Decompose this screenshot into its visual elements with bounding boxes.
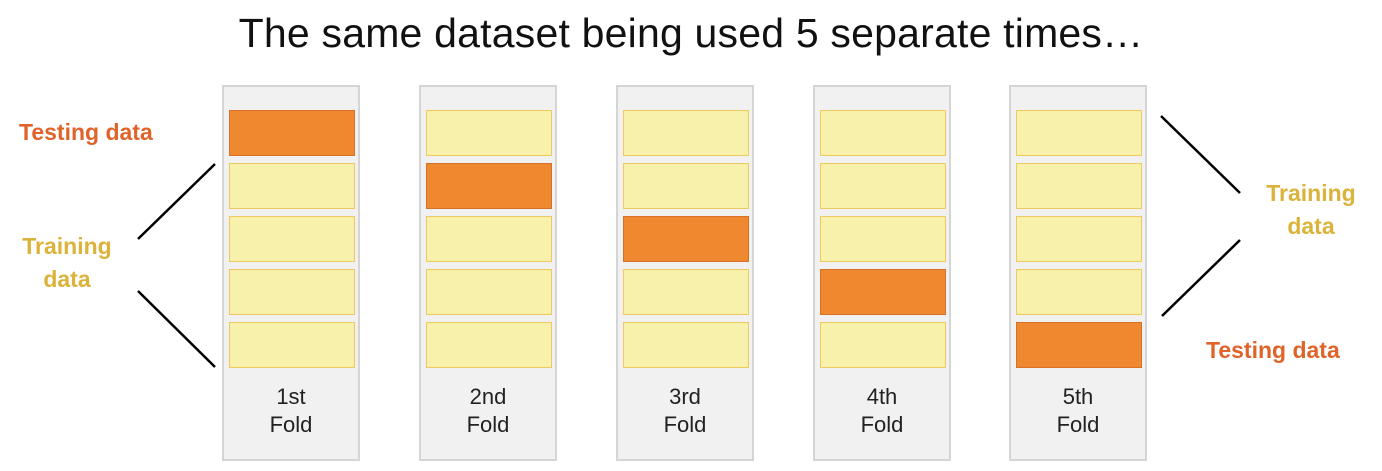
right-training-line2: data: [1287, 213, 1335, 239]
training-data-block: [229, 163, 355, 209]
training-data-block: [229, 322, 355, 368]
fold-panel-5: 5th Fold: [1009, 85, 1147, 461]
training-data-block: [1016, 163, 1142, 209]
training-data-block: [820, 216, 946, 262]
testing-data-block: [623, 216, 749, 262]
training-data-block: [820, 163, 946, 209]
training-data-block: [426, 322, 552, 368]
fold-panel-1: 1st Fold: [222, 85, 360, 461]
right-bracket-upper-line: [1160, 115, 1241, 194]
fold-label: 1st Fold: [224, 383, 358, 439]
fold-label-word: Fold: [1056, 412, 1100, 437]
training-data-block: [426, 216, 552, 262]
training-data-block: [229, 216, 355, 262]
fold-panel-3: 3rd Fold: [616, 85, 754, 461]
fold-label-ordinal: 4th: [866, 384, 898, 409]
fold-label: 3rd Fold: [618, 383, 752, 439]
training-data-block: [1016, 110, 1142, 156]
fold-label: 4th Fold: [815, 383, 949, 439]
fold-label-ordinal: 5th: [1062, 384, 1094, 409]
fold-label-ordinal: 3rd: [669, 384, 701, 409]
training-data-block: [820, 110, 946, 156]
left-bracket-lower-line: [137, 290, 216, 368]
training-data-block: [1016, 269, 1142, 315]
right-testing-label: Testing data: [1206, 337, 1340, 363]
training-data-block: [623, 110, 749, 156]
left-training-line2: data: [43, 266, 91, 292]
training-data-block: [623, 322, 749, 368]
left-training-line1: Training: [22, 233, 112, 259]
fold-label-word: Fold: [860, 412, 904, 437]
fold-label-ordinal: 1st: [276, 384, 306, 409]
left-testing-label: Testing data: [19, 119, 153, 145]
fold-label: 2nd Fold: [421, 383, 555, 439]
testing-data-block: [820, 269, 946, 315]
testing-data-block: [426, 163, 552, 209]
training-data-block: [623, 163, 749, 209]
fold-label-ordinal: 2nd: [469, 384, 507, 409]
testing-data-block: [1016, 322, 1142, 368]
fold-label: 5th Fold: [1011, 383, 1145, 439]
left-training-label: Training data: [12, 230, 122, 296]
right-bracket-lower-line: [1161, 239, 1241, 317]
fold-label-word: Fold: [269, 412, 313, 437]
training-data-block: [623, 269, 749, 315]
fold-panel-4: 4th Fold: [813, 85, 951, 461]
fold-label-word: Fold: [466, 412, 510, 437]
training-data-block: [229, 269, 355, 315]
training-data-block: [820, 322, 946, 368]
right-training-line1: Training: [1266, 180, 1356, 206]
fold-panel-2: 2nd Fold: [419, 85, 557, 461]
testing-data-block: [229, 110, 355, 156]
training-data-block: [426, 110, 552, 156]
diagram-title: The same dataset being used 5 separate t…: [238, 10, 1144, 56]
training-data-block: [426, 269, 552, 315]
right-training-label: Training data: [1252, 177, 1370, 243]
fold-label-word: Fold: [663, 412, 707, 437]
left-bracket-upper-line: [137, 163, 216, 240]
training-data-block: [1016, 216, 1142, 262]
